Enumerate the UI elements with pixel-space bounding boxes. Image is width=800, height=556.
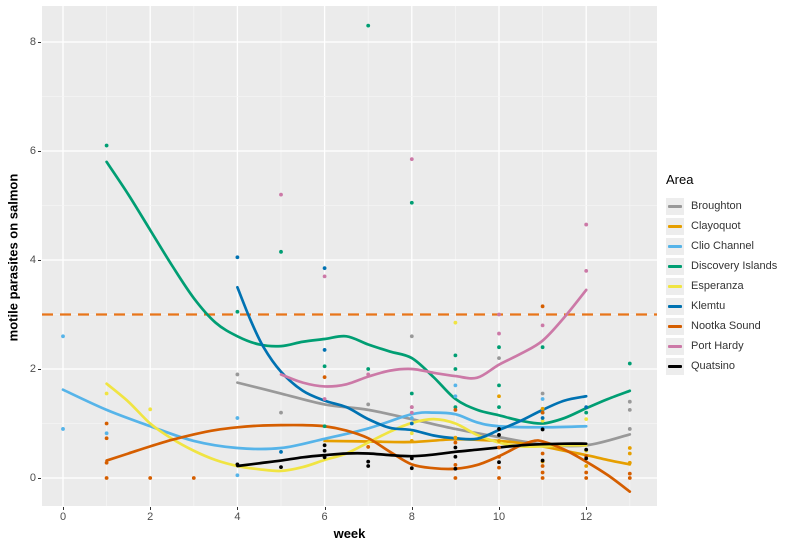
legend-item-discovery-islands: Discovery Islands: [666, 256, 796, 276]
line-swatch-icon: [668, 344, 682, 348]
x-tick-mark: [499, 507, 500, 510]
legend-item-esperanza: Esperanza: [666, 276, 796, 296]
y-tick-mark: [38, 478, 41, 479]
x-tick-mark: [586, 507, 588, 510]
y-tick-label: 8: [29, 36, 36, 48]
legend-item-label: Discovery Islands: [691, 260, 778, 272]
plot-panel: [42, 6, 657, 506]
x-tick-label: 0: [59, 511, 67, 523]
smooth-line-nootka-sound: [105, 423, 632, 493]
y-tick-label: 0: [29, 472, 36, 484]
line-swatch-icon: [668, 364, 682, 368]
legend-item-label: Broughton: [691, 200, 742, 212]
x-tick-label: 8: [408, 511, 415, 523]
y-tick-label: 4: [29, 254, 36, 266]
points-port-hardy: [279, 157, 589, 415]
chart-svg: [42, 6, 657, 506]
x-tick-label: 12: [580, 511, 593, 523]
line-swatch-icon: [668, 224, 682, 228]
legend-item-nootka-sound: Nootka Sound: [666, 316, 796, 336]
x-tick-label: 2: [147, 511, 154, 523]
line-swatch-icon: [668, 304, 682, 308]
legend-item-label: Clayoquot: [691, 220, 741, 232]
y-tick-mark: [38, 260, 41, 261]
legend-key-swatch: [666, 297, 684, 315]
legend-key-swatch: [666, 197, 684, 215]
y-tick-mark: [38, 42, 41, 43]
line-swatch-icon: [668, 284, 682, 288]
smooth-line-port-hardy: [279, 288, 588, 388]
legend-item-label: Nootka Sound: [691, 320, 761, 332]
x-tick-mark: [324, 507, 326, 510]
x-tick-label: 10: [492, 511, 506, 523]
legend-key-swatch: [666, 217, 684, 235]
legend-key-swatch: [666, 237, 684, 255]
line-swatch-icon: [668, 244, 682, 248]
y-tick-mark: [38, 151, 41, 152]
smooth-line-quatsino: [236, 442, 588, 468]
x-axis-title: week: [333, 526, 366, 541]
legend-item-broughton: Broughton: [666, 196, 796, 216]
points-clio-channel: [61, 334, 545, 478]
line-swatch-icon: [668, 204, 682, 208]
y-tick-mark: [38, 369, 41, 370]
y-tick-label: 6: [29, 145, 36, 157]
line-swatch-icon: [668, 264, 682, 268]
legend-item-label: Klemtu: [691, 300, 726, 312]
legend-title: Area: [666, 172, 694, 187]
points-klemtu: [235, 255, 589, 454]
legend-key-swatch: [666, 257, 684, 275]
legend-item-port-hardy: Port Hardy: [666, 336, 796, 356]
legend-items: Broughton Clayoquot Clio Channel Discovery …: [666, 196, 796, 376]
x-tick-label: 6: [321, 511, 328, 523]
points-nootka-sound: [104, 304, 632, 480]
legend-item-clayoquot: Clayoquot: [666, 216, 796, 236]
y-tick-label: 2: [29, 363, 36, 375]
legend: Area Broughton Clayoquot Clio Channel Disco…: [666, 172, 796, 376]
points-esperanza: [104, 320, 589, 453]
legend-item-quatsino: Quatsino: [666, 356, 796, 376]
points-broughton: [235, 334, 632, 431]
legend-item-label: Esperanza: [691, 280, 744, 292]
x-tick-label: 4: [234, 511, 241, 523]
smooth-line-discovery-islands: [105, 160, 632, 425]
x-tick-mark: [237, 507, 239, 510]
points-discovery-islands: [104, 23, 632, 429]
smooth-line-clayoquot: [323, 437, 632, 466]
legend-key-swatch: [666, 357, 684, 375]
x-tick-mark: [150, 507, 152, 510]
legend-item-label: Clio Channel: [691, 240, 754, 252]
legend-key-swatch: [666, 317, 684, 335]
legend-key-swatch: [666, 277, 684, 295]
smooth-line-klemtu: [236, 285, 588, 441]
legend-key-swatch: [666, 337, 684, 355]
x-tick-mark: [63, 507, 64, 510]
legend-item-klemtu: Klemtu: [666, 296, 796, 316]
legend-item-label: Quatsino: [691, 360, 736, 372]
legend-item-label: Port Hardy: [691, 340, 744, 352]
legend-item-clio-channel: Clio Channel: [666, 236, 796, 256]
points-quatsino: [235, 427, 589, 471]
x-tick-mark: [411, 507, 413, 510]
line-swatch-icon: [668, 324, 682, 328]
smooth-line-clio-channel: [61, 388, 588, 451]
